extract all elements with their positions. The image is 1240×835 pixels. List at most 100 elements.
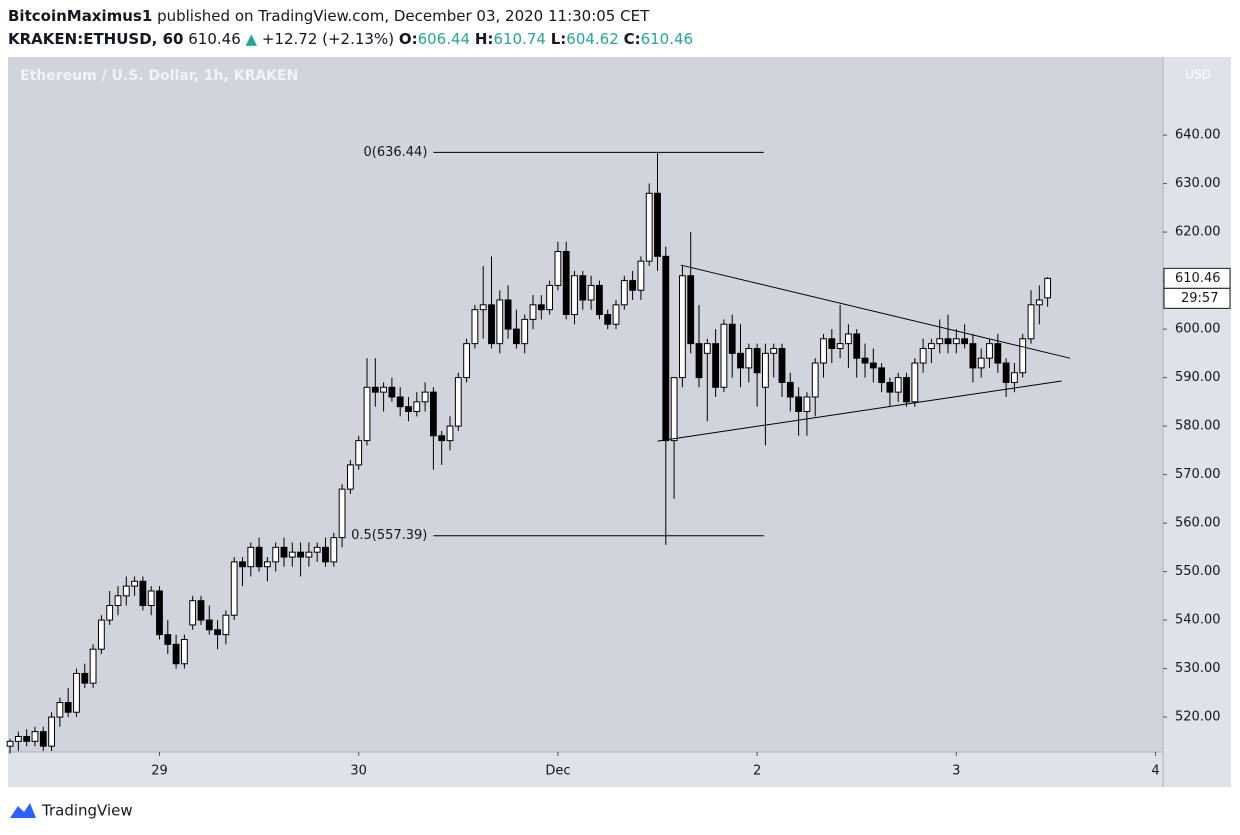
candle-body bbox=[280, 546, 288, 558]
candle-body bbox=[322, 546, 329, 563]
field-value: 604.62 bbox=[566, 30, 619, 48]
candle-body bbox=[189, 600, 197, 626]
candle-body bbox=[1011, 372, 1018, 383]
field-label: C: bbox=[623, 30, 641, 48]
last: 610.46 bbox=[188, 30, 241, 48]
candle-body bbox=[853, 333, 861, 359]
candle-body bbox=[687, 275, 695, 345]
candle-body bbox=[122, 585, 130, 597]
candle-body bbox=[488, 304, 495, 345]
candle-body bbox=[961, 338, 969, 345]
x-tick-label: 29 bbox=[151, 764, 168, 779]
candle-body bbox=[471, 309, 479, 345]
candle-body bbox=[355, 440, 363, 466]
candle-body bbox=[911, 362, 919, 403]
time-axis bbox=[8, 752, 1163, 787]
candle-body bbox=[496, 299, 504, 345]
candle-body bbox=[811, 362, 819, 398]
candle-body bbox=[388, 386, 396, 398]
candle-body bbox=[977, 357, 985, 369]
candle-body bbox=[230, 561, 238, 616]
candle-body bbox=[396, 396, 404, 408]
y-tick-label: 590.00 bbox=[1175, 370, 1221, 385]
x-tick-label: 4 bbox=[1151, 764, 1159, 779]
candle-body bbox=[380, 386, 387, 393]
x-tick-label: 2 bbox=[753, 764, 761, 779]
candle-body bbox=[1035, 299, 1043, 306]
candle-body bbox=[272, 546, 280, 563]
candle-body bbox=[894, 377, 902, 393]
candle-body bbox=[969, 343, 977, 369]
y-tick-label: 630.00 bbox=[1175, 176, 1221, 191]
candle-body bbox=[413, 401, 421, 413]
candle-body bbox=[338, 488, 346, 539]
price-axis bbox=[1163, 57, 1231, 787]
candle-body bbox=[164, 634, 172, 645]
candle-body bbox=[571, 275, 578, 316]
field-label: O: bbox=[398, 30, 418, 48]
y-tick-label: 620.00 bbox=[1175, 225, 1221, 240]
candle-body bbox=[886, 381, 894, 393]
candle-body bbox=[346, 464, 354, 490]
candle-body bbox=[147, 590, 155, 607]
logo bbox=[10, 803, 36, 818]
logo-icon bbox=[10, 803, 36, 818]
candle-body bbox=[645, 192, 653, 262]
field-value: 610.46 bbox=[640, 30, 694, 48]
candle-body bbox=[172, 643, 180, 665]
candle-body bbox=[6, 740, 14, 747]
candle-body bbox=[745, 347, 753, 369]
candle-body bbox=[712, 343, 720, 388]
candle-body bbox=[1019, 338, 1027, 374]
author[interactable]: BitcoinMaximus1 bbox=[8, 7, 153, 25]
candle-body bbox=[786, 381, 794, 398]
x-tick-label: 30 bbox=[350, 764, 367, 779]
candle-body bbox=[363, 386, 371, 442]
candle-body bbox=[620, 280, 628, 306]
plot-area bbox=[8, 57, 1163, 752]
y-tick-label: 560.00 bbox=[1175, 516, 1221, 531]
candle-body bbox=[928, 343, 935, 349]
candle-body bbox=[869, 362, 877, 369]
fib-label: 0(636.44) bbox=[363, 145, 427, 160]
publish-line: BitcoinMaximus1 published on TradingView… bbox=[8, 7, 649, 25]
candle-body bbox=[222, 614, 230, 636]
candle-body bbox=[255, 546, 263, 568]
candle-body bbox=[546, 284, 554, 311]
candle-body bbox=[89, 648, 97, 684]
up-arrow: ▲ bbox=[245, 30, 258, 48]
candle-body bbox=[521, 318, 529, 345]
candle-body bbox=[421, 391, 429, 403]
quote-line: KRAKEN:ETHUSD, 60 610.46 ▲ +12.72 (+2.13… bbox=[8, 30, 693, 48]
candle-body bbox=[14, 735, 22, 742]
brand: TradingView bbox=[41, 802, 133, 820]
candle-body bbox=[695, 343, 703, 379]
candle-body bbox=[197, 600, 205, 621]
candle-body bbox=[762, 352, 769, 388]
candle-body bbox=[554, 250, 562, 286]
candle-body bbox=[903, 377, 910, 403]
candle-body bbox=[156, 590, 163, 636]
published: published on TradingView.com, December 0… bbox=[157, 7, 650, 25]
candle-body bbox=[720, 323, 728, 388]
candle-body bbox=[728, 323, 736, 354]
candle-body bbox=[405, 406, 412, 413]
candle-body bbox=[795, 396, 803, 413]
candle-body bbox=[114, 595, 122, 607]
candle-body bbox=[778, 347, 786, 383]
symbol: KRAKEN:ETHUSD, 60 bbox=[8, 30, 184, 48]
candle-body bbox=[313, 546, 321, 553]
candle-body bbox=[587, 284, 595, 301]
candle-body bbox=[429, 391, 437, 437]
countdown-box bbox=[1163, 287, 1231, 309]
field-label: L: bbox=[550, 30, 567, 48]
field-label: H: bbox=[474, 30, 494, 48]
candle-body bbox=[770, 347, 778, 354]
candle-body bbox=[305, 551, 313, 558]
candle-body bbox=[446, 425, 454, 442]
candle-body bbox=[529, 304, 537, 320]
y-tick-label: 540.00 bbox=[1175, 613, 1221, 628]
candle-body bbox=[986, 343, 993, 359]
candle-body bbox=[180, 638, 188, 665]
